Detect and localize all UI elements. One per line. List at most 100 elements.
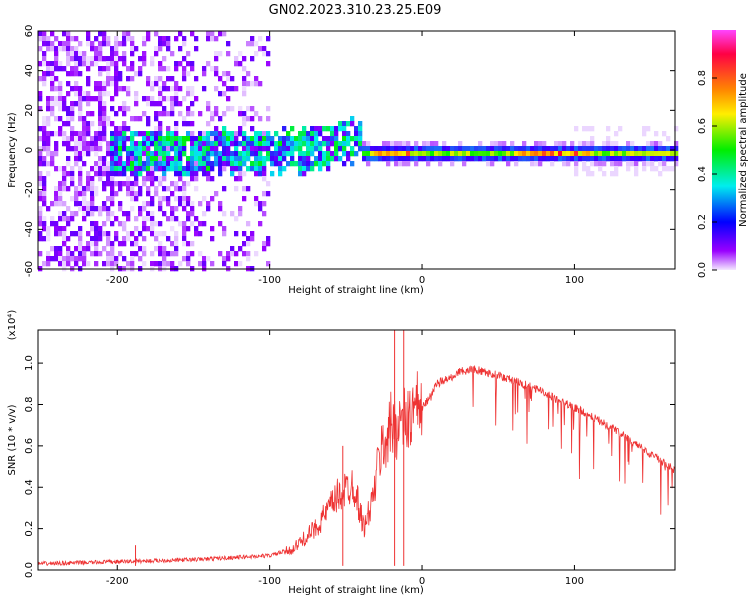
spectrogram-cell (98, 251, 103, 257)
spectrogram-cell (206, 106, 211, 112)
spectrogram-cell (74, 186, 79, 192)
spectrogram-cell (42, 201, 47, 207)
spectrogram-cell (310, 151, 315, 157)
spectrogram-cell (90, 121, 95, 127)
spectrogram-cell (254, 151, 259, 157)
spectrogram-cell (438, 151, 443, 157)
spectrogram-cell (118, 131, 123, 137)
spectrogram-cell (42, 126, 47, 132)
spectrogram-cell (178, 151, 183, 157)
spectrogram-cell (166, 141, 171, 147)
spectrogram-cell (46, 161, 51, 167)
spectrogram-cell (314, 131, 319, 137)
spectrogram-cell (210, 236, 215, 242)
spectrogram-cell (62, 211, 67, 217)
spectrogram-cell (486, 156, 491, 162)
spectrogram-cell (74, 46, 79, 52)
spectrogram-cell (102, 201, 107, 207)
spectrogram-cell (110, 171, 115, 177)
spectrogram-cell (658, 171, 663, 177)
spectrogram-cell (62, 181, 67, 187)
spectrogram-cell (326, 136, 331, 142)
spectrogram-cell (78, 166, 83, 172)
spectrogram-cell (86, 131, 91, 137)
spectrogram-cell (66, 111, 71, 117)
spectrogram-cell (114, 216, 119, 222)
spectrogram-cell (86, 41, 91, 47)
spectrogram-cell (310, 166, 315, 172)
spectrogram-cell (106, 151, 111, 157)
spectrogram-cell (70, 136, 75, 142)
spectrogram-cell (142, 41, 147, 47)
spectrogram-cell (62, 261, 67, 267)
spectrogram-cell (470, 146, 475, 152)
spectrogram-cell (338, 146, 343, 152)
spectrogram-cell (114, 191, 119, 197)
spectrogram-cell (174, 251, 179, 257)
spectrogram-cell (190, 206, 195, 212)
spectrogram-cell (570, 151, 575, 157)
spectrogram-cell (338, 141, 343, 147)
spectrogram-cell (158, 201, 163, 207)
spectrogram-cell (90, 141, 95, 147)
spectrogram-cell (130, 186, 135, 192)
spectrogram-cell (218, 141, 223, 147)
spectrogram-cell (194, 36, 199, 42)
spectrogram-cell (130, 51, 135, 57)
spectrogram-cell (190, 61, 195, 67)
spectrogram-cell (146, 176, 151, 182)
spectrogram-cell (70, 146, 75, 152)
spectrogram-cell (242, 116, 247, 122)
spectrogram-cell (62, 31, 67, 37)
spectrogram-cell (194, 146, 199, 152)
spectrogram-cell (454, 151, 459, 157)
spectrogram-cell (254, 141, 259, 147)
spectrogram-cell (78, 246, 83, 252)
spectrogram-cell (118, 141, 123, 147)
spectrogram-cell (398, 156, 403, 162)
spectrogram-cell (54, 46, 59, 52)
figure-title: GN02.2023.310.23.25.E09 (269, 3, 442, 18)
spectrogram-cell (54, 151, 59, 157)
spectrogram-cell (62, 41, 67, 47)
spectrogram-cell (266, 156, 271, 162)
spectrogram-cell (110, 261, 115, 267)
spectrogram-cell (158, 166, 163, 172)
spectrogram-cell (118, 251, 123, 257)
spectrogram-cell (58, 116, 63, 122)
spectrogram-cell (426, 156, 431, 162)
spectrogram-cell (98, 211, 103, 217)
spectrogram-cell (62, 231, 67, 237)
spectrogram-cell (242, 86, 247, 92)
spectrogram-cell (574, 146, 579, 152)
spectrogram-cell (550, 151, 555, 157)
spectrogram-cell (226, 86, 231, 92)
spectrogram-cell (90, 226, 95, 232)
spectrogram-cell (154, 116, 159, 122)
spectrogram-cell (234, 261, 239, 267)
spectrogram-cell (262, 176, 267, 182)
spectrogram-cell (110, 196, 115, 202)
spectrogram-cell (162, 156, 167, 162)
spectrogram-cell (138, 56, 143, 62)
spectrogram-cell (78, 106, 83, 112)
spectrogram-cell (246, 116, 251, 122)
spectrogram-cell (66, 171, 71, 177)
spectrogram-cell (538, 141, 543, 147)
spectrogram-cell (54, 56, 59, 62)
spectrogram-cell (38, 221, 43, 227)
spectrogram-cell (302, 171, 307, 177)
spectrogram-cell (178, 176, 183, 182)
spectrogram-cell (254, 136, 259, 142)
spectrogram-cell (42, 146, 47, 152)
spectrogram-cell (138, 166, 143, 172)
spectrogram-cell (530, 156, 535, 162)
spectrogram-cell (642, 131, 647, 137)
spectrogram-cell (550, 146, 555, 152)
spectrogram-cell (610, 151, 615, 157)
spectrogram-cell (226, 96, 231, 102)
spectrogram-cell (302, 156, 307, 162)
spectrogram-cell (666, 166, 671, 172)
spectrogram-cell (278, 136, 283, 142)
spectrogram-cell (230, 166, 235, 172)
